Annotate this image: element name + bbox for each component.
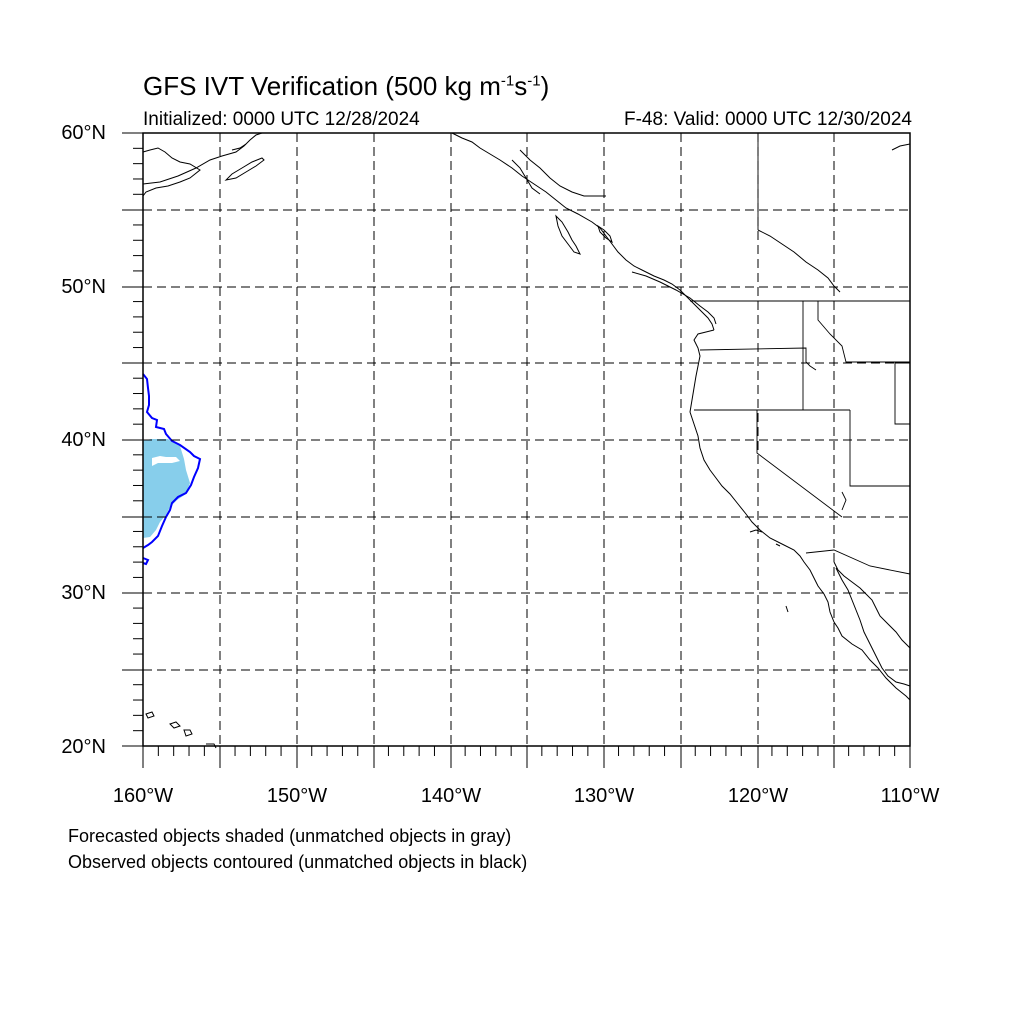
lat-label-60: 60°N [61, 122, 106, 144]
title-exponent-2: -1 [527, 72, 541, 90]
footer-observed-note: Observed objects contoured (unmatched ob… [68, 852, 528, 872]
unmatched-white-gap-2 [143, 537, 150, 543]
tick-marks [122, 132, 911, 768]
minor-ticks [133, 147, 896, 756]
title-main: GFS IVT Verification (500 kg m [143, 71, 501, 101]
grid-lines [143, 133, 910, 746]
observed-object-contour-fragment [142, 557, 150, 566]
valid-time: F-48: Valid: 0000 UTC 12/30/2024 [624, 109, 912, 130]
lat-label-30: 30°N [61, 582, 106, 604]
lon-label-130w: 130°W [573, 785, 635, 807]
title-end: ) [540, 71, 550, 101]
initialized-time: Initialized: 0000 UTC 12/28/2024 [143, 109, 420, 130]
footer-forecast-note: Forecasted objects shaded (unmatched obj… [68, 826, 512, 846]
lon-label-110w: 110°W [880, 785, 940, 807]
observed-object-contour [142, 373, 202, 549]
map-title: GFS IVT Verification (500 kg m-1s-1) [143, 71, 549, 102]
title-exponent-1: -1 [500, 72, 515, 90]
title-mid: s [514, 71, 528, 101]
lon-label-120w: 120°W [727, 785, 789, 807]
lon-label-150w: 150°W [266, 785, 328, 807]
lat-label-20: 20°N [61, 736, 106, 758]
lon-label-160w: 160°W [112, 785, 174, 807]
unmatched-white-gap [152, 456, 180, 466]
political-borders [690, 133, 911, 575]
forecast-object [143, 439, 190, 542]
coastlines [142, 132, 911, 749]
lat-label-50: 50°N [61, 276, 106, 298]
lon-label-140w: 140°W [420, 785, 482, 807]
lat-label-40: 40°N [61, 429, 106, 451]
